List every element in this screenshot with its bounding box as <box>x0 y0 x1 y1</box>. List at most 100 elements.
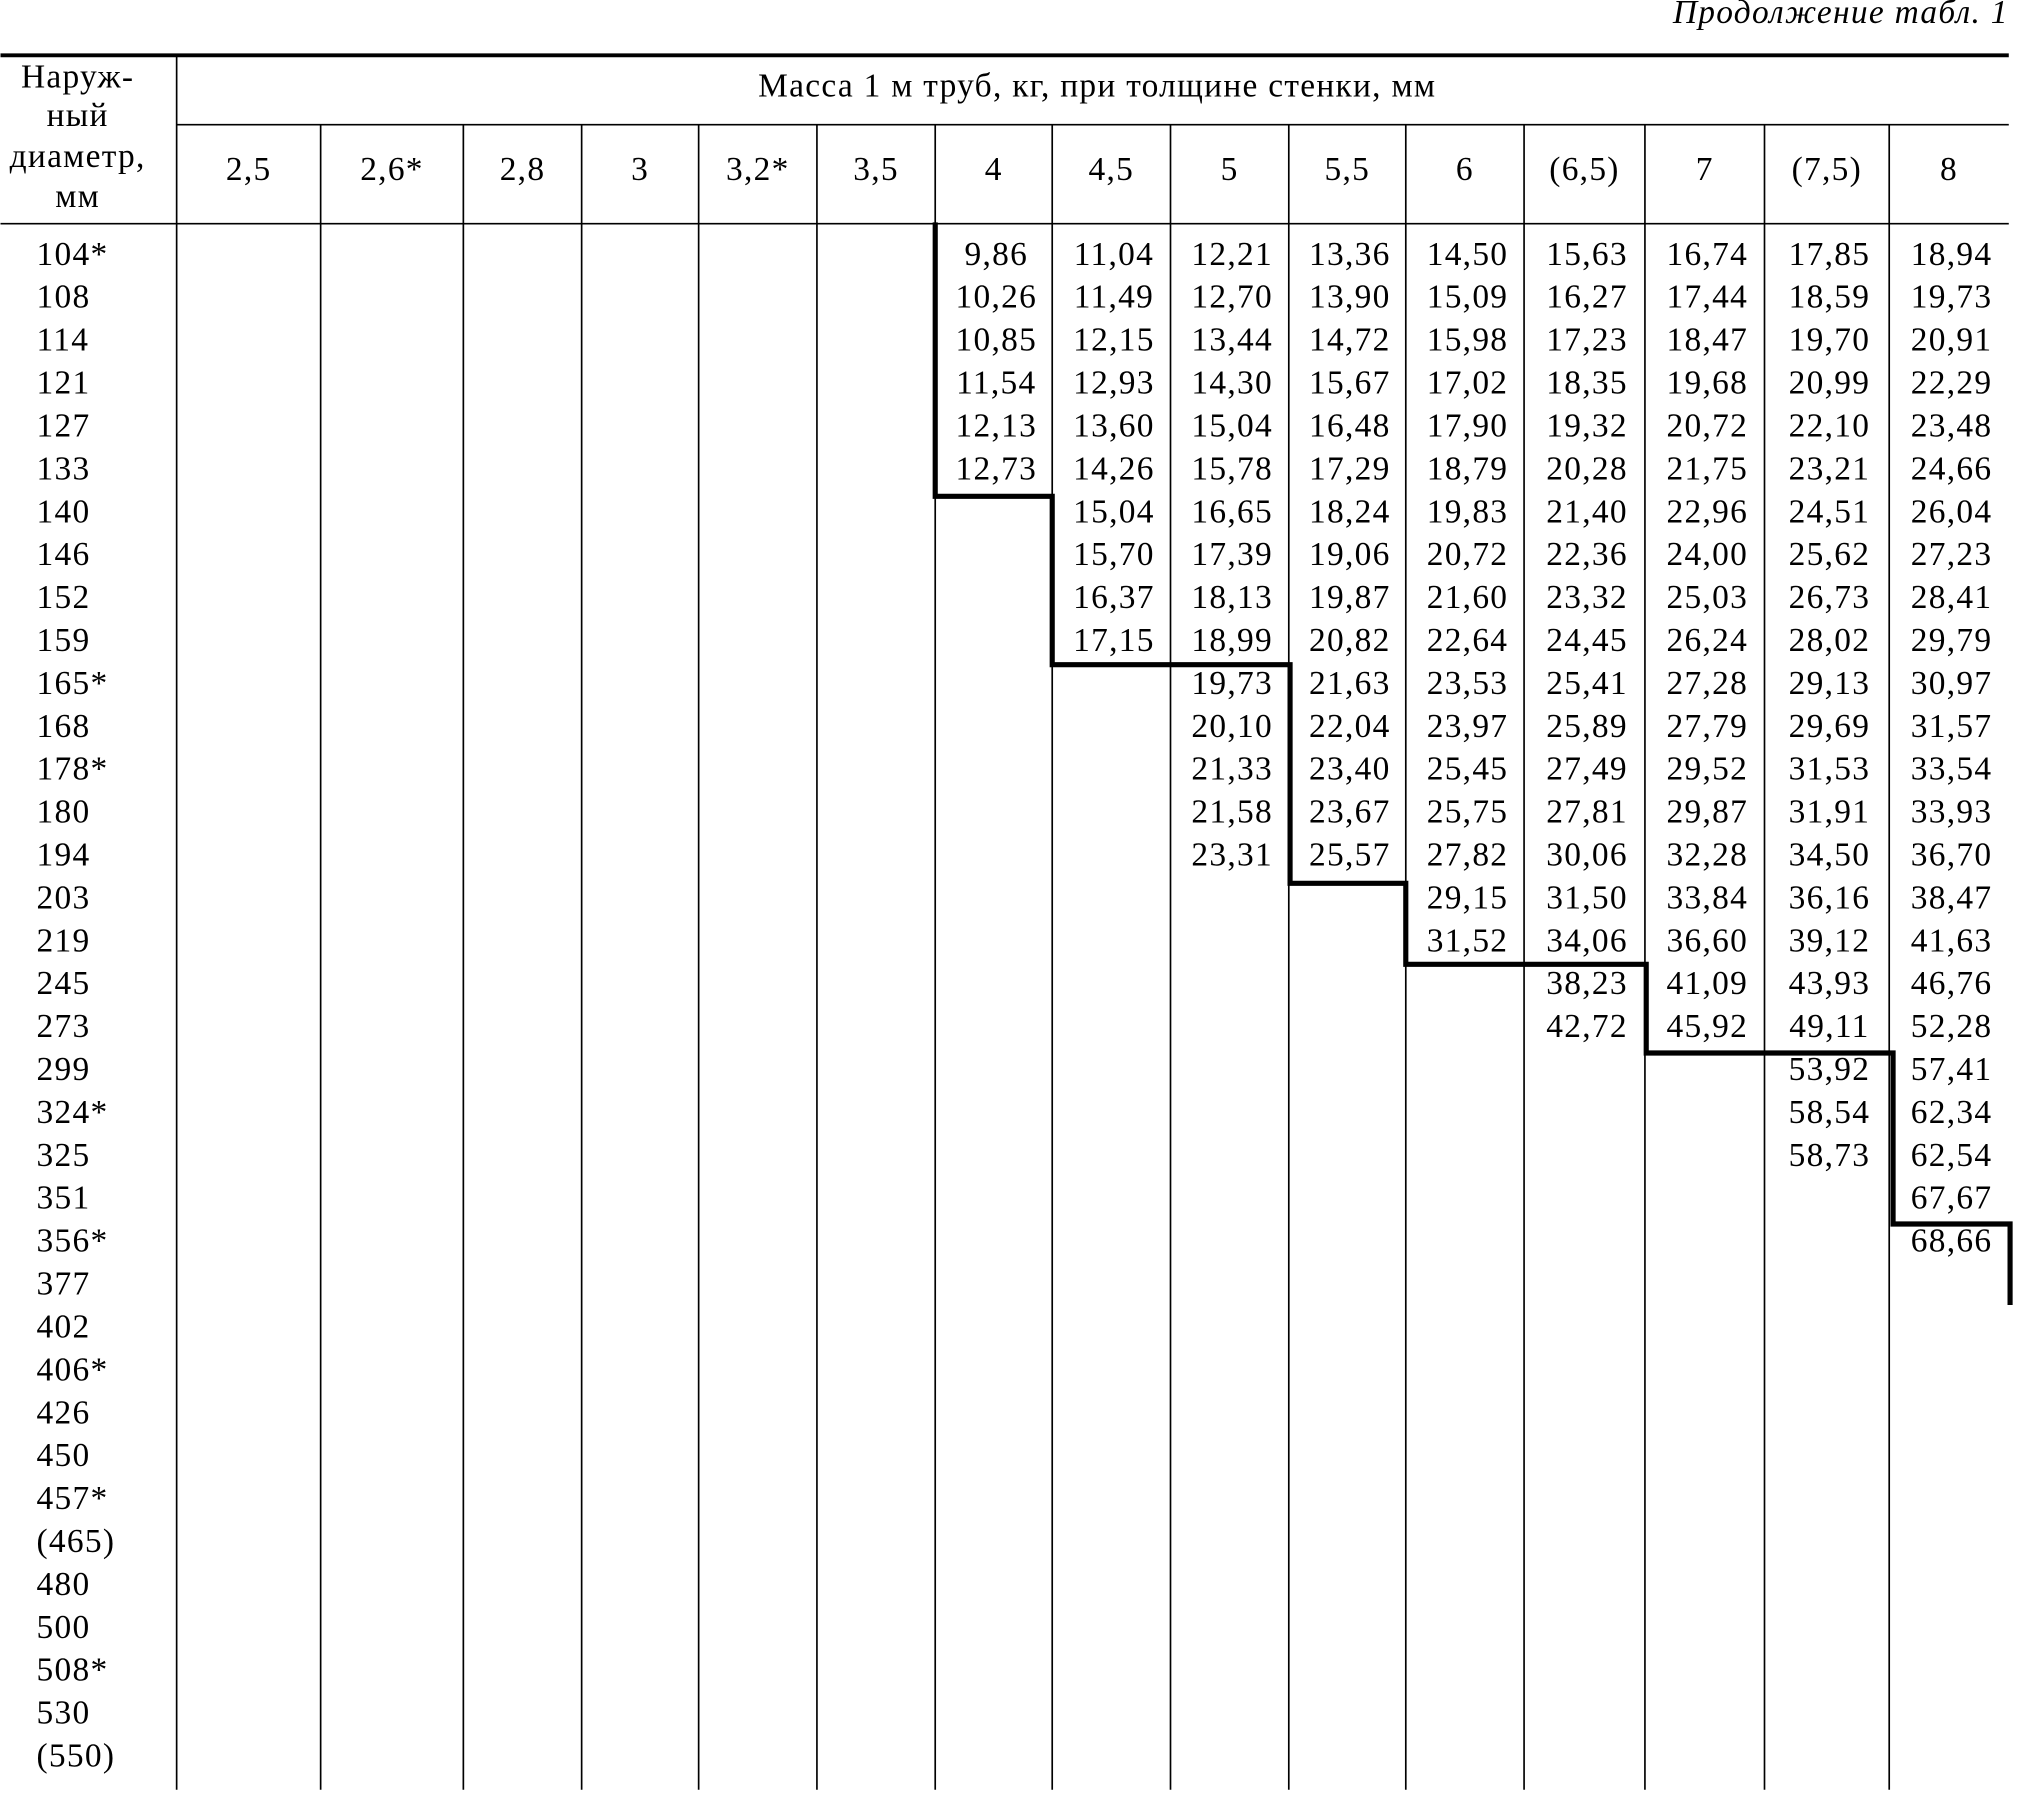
value-cell: 30,97 <box>1911 665 1993 702</box>
value-cell: 36,70 <box>1911 837 1993 874</box>
diameter-cell: 168 <box>37 708 91 745</box>
value-cell: 33,54 <box>1911 751 1993 788</box>
value-cell: 14,72 <box>1309 322 1391 359</box>
value-cell: 25,75 <box>1427 794 1509 831</box>
value-cell: 13,44 <box>1191 322 1273 359</box>
value-cell: 22,04 <box>1309 708 1391 745</box>
value-cell: 29,79 <box>1911 622 1993 659</box>
column-header: 3 <box>631 151 649 188</box>
value-cell: 19,73 <box>1191 665 1273 702</box>
corner-header: Наруж- <box>21 58 134 95</box>
value-cell: 23,48 <box>1911 407 1993 444</box>
value-cell: 21,63 <box>1309 665 1391 702</box>
column-header: (7,5) <box>1792 151 1862 188</box>
value-cell: 21,75 <box>1666 450 1748 487</box>
diameter-cell: 245 <box>37 965 91 1002</box>
corner-header: диаметр, <box>10 138 146 175</box>
value-cell: 38,47 <box>1911 879 1993 916</box>
diameter-cell: 402 <box>37 1308 91 1345</box>
value-cell: 58,73 <box>1789 1137 1871 1174</box>
diameter-cell: (465) <box>37 1523 116 1560</box>
value-cell: 17,15 <box>1073 622 1155 659</box>
value-cell: 21,60 <box>1427 579 1509 616</box>
value-cell: 12,70 <box>1191 279 1273 316</box>
value-cell: 38,23 <box>1546 965 1628 1002</box>
value-cell: 15,98 <box>1427 322 1509 359</box>
value-cell: 53,92 <box>1789 1051 1871 1088</box>
diameter-cell: 140 <box>37 493 91 530</box>
value-cell: 45,92 <box>1666 1008 1748 1045</box>
value-cell: 19,68 <box>1666 365 1748 402</box>
diameter-cell: 114 <box>37 322 90 359</box>
value-cell: 62,34 <box>1911 1094 1993 1131</box>
value-cell: 24,66 <box>1911 450 1993 487</box>
value-cell: 31,53 <box>1789 751 1871 788</box>
value-cell: 49,11 <box>1789 1008 1869 1045</box>
value-cell: 23,40 <box>1309 751 1391 788</box>
value-cell: 31,91 <box>1789 794 1871 831</box>
value-cell: 36,60 <box>1666 922 1748 959</box>
value-cell: 19,32 <box>1546 407 1628 444</box>
value-cell: 21,40 <box>1546 493 1628 530</box>
value-cell: 34,50 <box>1789 837 1871 874</box>
value-cell: 19,87 <box>1309 579 1391 616</box>
value-cell: 9,86 <box>964 236 1028 273</box>
value-cell: 30,06 <box>1546 837 1628 874</box>
value-cell: 18,94 <box>1911 236 1993 273</box>
value-cell: 23,97 <box>1427 708 1509 745</box>
value-cell: 57,41 <box>1911 1051 1993 1088</box>
column-header: (6,5) <box>1549 151 1619 188</box>
diameter-cell: 152 <box>37 579 91 616</box>
value-cell: 11,04 <box>1074 236 1154 273</box>
value-cell: 23,32 <box>1546 579 1628 616</box>
value-cell: 68,66 <box>1911 1223 1993 1260</box>
value-cell: 33,84 <box>1666 879 1748 916</box>
value-cell: 23,31 <box>1191 837 1273 874</box>
value-cell: 20,10 <box>1191 708 1273 745</box>
diameter-cell: 325 <box>37 1137 91 1174</box>
value-cell: 18,47 <box>1666 322 1748 359</box>
value-cell: 34,06 <box>1546 922 1628 959</box>
diameter-cell: 480 <box>37 1566 91 1603</box>
diameter-cell: 159 <box>37 622 91 659</box>
diameter-cell: 219 <box>37 922 91 959</box>
value-cell: 52,28 <box>1911 1008 1993 1045</box>
value-cell: 22,10 <box>1789 407 1871 444</box>
diameter-cell: 203 <box>37 879 91 916</box>
value-cell: 14,26 <box>1073 450 1155 487</box>
value-cell: 17,39 <box>1191 536 1273 573</box>
value-cell: 58,54 <box>1789 1094 1871 1131</box>
value-cell: 27,23 <box>1911 536 1993 573</box>
value-cell: 15,63 <box>1546 236 1628 273</box>
value-cell: 41,09 <box>1666 965 1748 1002</box>
value-cell: 26,04 <box>1911 493 1993 530</box>
diameter-cell: 133 <box>37 450 91 487</box>
value-cell: 19,73 <box>1911 279 1993 316</box>
value-cell: 29,69 <box>1789 708 1871 745</box>
value-cell: 24,00 <box>1666 536 1748 573</box>
value-cell: 18,99 <box>1191 622 1273 659</box>
value-cell: 13,60 <box>1073 407 1155 444</box>
value-cell: 36,16 <box>1789 879 1871 916</box>
value-cell: 31,57 <box>1911 708 1993 745</box>
value-cell: 42,72 <box>1546 1008 1628 1045</box>
value-cell: 28,41 <box>1911 579 1993 616</box>
value-cell: 17,29 <box>1309 450 1391 487</box>
value-cell: 25,03 <box>1666 579 1748 616</box>
value-cell: 12,21 <box>1191 236 1273 273</box>
diameter-cell: 299 <box>37 1051 91 1088</box>
diameter-cell: 356* <box>37 1223 109 1260</box>
value-cell: 15,04 <box>1191 407 1273 444</box>
value-cell: 17,02 <box>1427 365 1509 402</box>
corner-header: ный <box>47 97 109 134</box>
value-cell: 12,15 <box>1073 322 1155 359</box>
value-cell: 29,52 <box>1666 751 1748 788</box>
value-cell: 24,51 <box>1789 493 1871 530</box>
value-cell: 17,23 <box>1546 322 1628 359</box>
value-cell: 20,91 <box>1911 322 1993 359</box>
diameter-cell: 121 <box>37 365 91 402</box>
value-cell: 12,73 <box>955 450 1037 487</box>
diameter-cell: 500 <box>37 1609 91 1646</box>
column-header: 4,5 <box>1089 151 1135 188</box>
